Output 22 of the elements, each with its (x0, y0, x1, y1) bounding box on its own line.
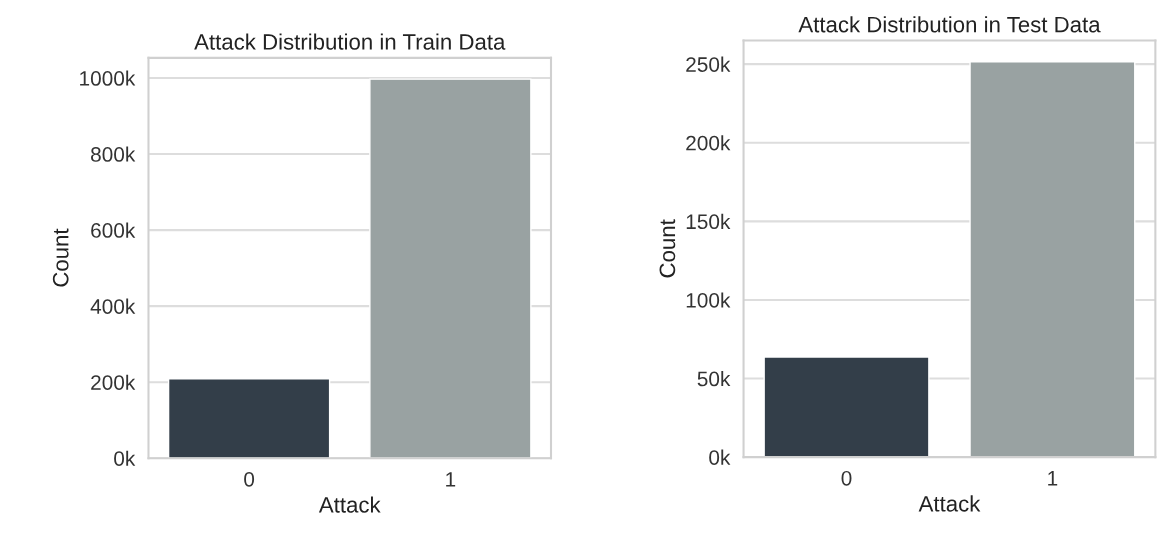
y-tick-label: 200k (91, 374, 136, 390)
y-tick-label: 50k (697, 371, 731, 387)
x-tick-label: 1 (1048, 471, 1058, 486)
y-tick-label: 600k (91, 222, 136, 238)
x-tick-label: 1 (446, 472, 456, 487)
y-tick-label: 0k (114, 450, 136, 466)
y-tick-label: 200k (686, 135, 731, 151)
y-tick-label: 0k (709, 449, 731, 465)
y-tick-label: 250k (686, 56, 731, 72)
x-tick-label: 0 (841, 470, 852, 486)
y-axis-title: Count (52, 228, 69, 287)
y-tick-label: 1000k (80, 70, 136, 86)
y-tick-label: 150k (686, 213, 731, 230)
chart-title: Attack Distribution in Train Data (194, 33, 506, 50)
y-tick-label: 400k (90, 298, 136, 314)
x-tick-label: 0 (244, 471, 255, 487)
y-tick-label: 100k (686, 292, 731, 308)
y-axis-title: Count (659, 219, 676, 278)
x-axis-title: Attack (918, 495, 981, 512)
x-axis-title: Attack (318, 496, 381, 513)
chart-title: Attack Distribution in Test Data (798, 16, 1101, 33)
y-tick-label: 800k (91, 146, 136, 162)
